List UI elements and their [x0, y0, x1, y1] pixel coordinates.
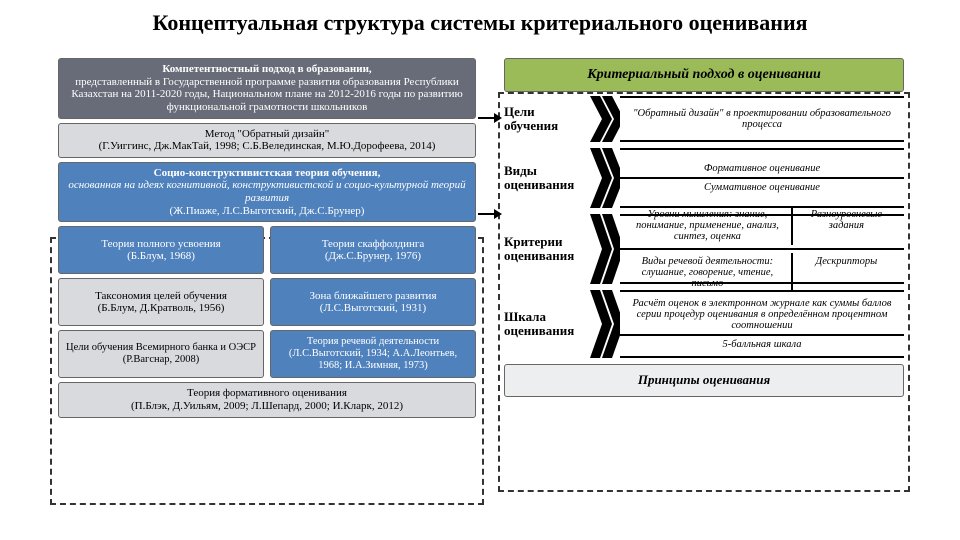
cite: (Л.С.Выготский, 1934; А.А.Леонтьев, 1968… [277, 348, 469, 372]
box-formative: Теория формативного оценивания (П.Блэк, … [58, 382, 476, 417]
row-content: Уровни мышления: знание, понимание, прим… [620, 214, 904, 284]
competency-body: представленный в Государственной програм… [65, 76, 469, 114]
method-head: Метод "Обратный дизайн" [65, 128, 469, 141]
cite: (Дж.С.Брунер, 1976) [277, 250, 469, 263]
cell: Расчёт оценок в электронном журнале как … [620, 295, 904, 334]
left-row-3: Цели обучения Всемирного банка и ОЭСР (Р… [58, 330, 476, 382]
right-column: Критериальный подход в оценивании Цели о… [504, 58, 904, 401]
box-zpd: Зона ближайшего развития (Л.С.Выготский,… [270, 278, 476, 326]
row-content: Формативное оцениваниеСуммативное оценив… [620, 148, 904, 208]
txt: Теория формативного оценивания [65, 387, 469, 400]
cell: "Обратный дизайн" в проектировании образ… [624, 105, 900, 133]
row-content: Расчёт оценок в электронном журнале как … [620, 290, 904, 358]
row-label: Критерии оценивания [504, 214, 590, 284]
right-row-0: Цели обучения "Обратный дизайн" в проект… [504, 96, 904, 142]
socio-body: основанная на идеях когнитивной, констру… [65, 179, 469, 204]
box-competency: Компетентностный подход в образовании, п… [58, 58, 476, 119]
chevron-icon [590, 96, 620, 142]
right-row-3: Шкала оценивания Расчёт оценок в электро… [504, 290, 904, 358]
cell: 5-балльная шкала [620, 334, 904, 353]
pair: Виды речевой деятельности: слушание, гов… [620, 248, 904, 295]
txt: Цели обучения Всемирного банка и ОЭСР [65, 342, 257, 354]
chevron-icon [590, 290, 620, 358]
arrow-2 [478, 208, 502, 220]
row-label: Виды оценивания [504, 148, 590, 208]
box-criterial-header: Критериальный подход в оценивании [504, 58, 904, 92]
socio-head: Социо-конструктивистская теория обучения… [65, 167, 469, 180]
competency-head: Компетентностный подход в образовании, [65, 63, 469, 76]
row-label: Шкала оценивания [504, 290, 590, 358]
left-row-1: Теория полного усвоения (Б.Блум, 1968) Т… [58, 226, 476, 278]
chevron-icon [590, 148, 620, 208]
page-title: Концептуальная структура системы критери… [0, 10, 960, 36]
cite: (Б.Блум, 1968) [65, 250, 257, 263]
box-speech: Теория речевой деятельности (Л.С.Выготск… [270, 330, 476, 378]
txt: Теория полного усвоения [65, 238, 257, 251]
arrow-1 [478, 112, 502, 124]
left-row-2: Таксономия целей обучения (Б.Блум, Д.Кра… [58, 278, 476, 330]
left-column: Компетентностный подход в образовании, п… [58, 58, 476, 422]
pair-left: Виды речевой деятельности: слушание, гов… [624, 253, 791, 292]
cell: Формативное оценивание [620, 160, 904, 177]
box-method: Метод "Обратный дизайн" (Г.Уиггинс, Дж.М… [58, 123, 476, 158]
txt: Теория скаффолдинга [277, 238, 469, 251]
txt: Теория речевой деятельности [277, 336, 469, 348]
pair: Уровни мышления: знание, понимание, прим… [620, 203, 904, 248]
txt: Зона ближайшего развития [277, 290, 469, 303]
pair-left: Уровни мышления: знание, понимание, прим… [624, 206, 791, 245]
txt: Таксономия целей обучения [65, 290, 257, 303]
box-principles: Принципы оценивания [504, 364, 904, 397]
socio-cite: (Ж.Пиаже, Л.С.Выготский, Дж.С.Брунер) [65, 205, 469, 218]
right-rows: Цели обучения "Обратный дизайн" в проект… [504, 96, 904, 358]
method-cite: (Г.Уиггинс, Дж.МакТай, 1998; С.Б.Веледин… [65, 140, 469, 153]
box-scaffolding: Теория скаффолдинга (Дж.С.Брунер, 1976) [270, 226, 476, 274]
cite: (П.Блэк, Д.Уильям, 2009; Л.Шепард, 2000;… [65, 400, 469, 413]
box-taxonomy: Таксономия целей обучения (Б.Блум, Д.Кра… [58, 278, 264, 326]
pair-right: Разноуровневые задания [791, 206, 900, 245]
row-content: "Обратный дизайн" в проектировании образ… [620, 96, 904, 142]
row-label: Цели обучения [504, 96, 590, 142]
cell: Суммативное оценивание [620, 177, 904, 196]
pair-right: Дескрипторы [791, 253, 900, 292]
right-row-1: Виды оценивания Формативное оцениваниеСу… [504, 148, 904, 208]
box-socio: Социо-конструктивистская теория обучения… [58, 162, 476, 223]
box-bloom-mastery: Теория полного усвоения (Б.Блум, 1968) [58, 226, 264, 274]
cite: (Л.С.Выготский, 1931) [277, 302, 469, 315]
box-oecd: Цели обучения Всемирного банка и ОЭСР (Р… [58, 330, 264, 378]
chevron-icon [590, 214, 620, 284]
cite: (Б.Блум, Д.Кратволь, 1956) [65, 302, 257, 315]
cite: (Р.Вагснар, 2008) [65, 354, 257, 366]
right-row-2: Критерии оценивания Уровни мышления: зна… [504, 214, 904, 284]
